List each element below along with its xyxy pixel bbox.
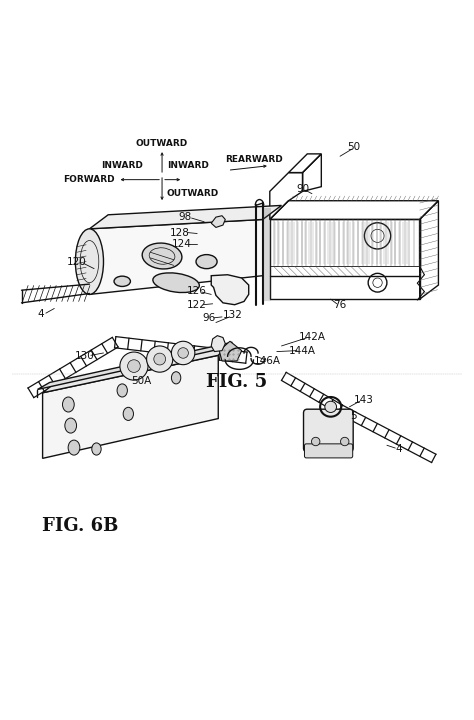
Circle shape (146, 346, 173, 372)
Polygon shape (43, 346, 227, 393)
Polygon shape (211, 216, 225, 228)
Circle shape (311, 437, 320, 446)
Ellipse shape (114, 276, 130, 287)
Text: 50A: 50A (131, 376, 151, 386)
Circle shape (120, 352, 148, 380)
Ellipse shape (75, 229, 103, 294)
Text: FIG. 5: FIG. 5 (206, 374, 268, 392)
Text: 122: 122 (187, 300, 207, 310)
Text: 98: 98 (179, 212, 192, 222)
Ellipse shape (92, 443, 101, 455)
Text: FIG. 6B: FIG. 6B (42, 517, 118, 535)
Circle shape (128, 360, 140, 372)
Ellipse shape (142, 243, 182, 269)
Text: 5: 5 (350, 411, 356, 421)
Text: 146A: 146A (254, 356, 281, 366)
Text: 4: 4 (38, 309, 45, 319)
Text: INWARD: INWARD (101, 161, 143, 170)
Circle shape (178, 348, 188, 359)
Ellipse shape (65, 418, 77, 433)
Text: 50: 50 (347, 142, 361, 152)
Text: FORWARD: FORWARD (64, 175, 115, 184)
Circle shape (340, 437, 349, 446)
Text: OUTWARD: OUTWARD (167, 189, 219, 198)
Circle shape (172, 341, 195, 365)
Text: 90: 90 (296, 184, 309, 194)
Polygon shape (43, 355, 218, 459)
Polygon shape (90, 220, 263, 294)
Text: 76: 76 (333, 300, 346, 310)
Polygon shape (219, 341, 242, 361)
Circle shape (154, 354, 165, 365)
Text: 132: 132 (222, 310, 242, 320)
Text: 124: 124 (172, 239, 191, 249)
Text: 128: 128 (170, 228, 190, 238)
Ellipse shape (325, 401, 337, 413)
Text: 126: 126 (187, 286, 207, 296)
Text: 96: 96 (202, 312, 216, 323)
FancyBboxPatch shape (303, 409, 353, 452)
Text: INWARD: INWARD (167, 161, 209, 170)
Ellipse shape (196, 255, 217, 269)
Ellipse shape (172, 372, 181, 384)
Text: 4: 4 (395, 444, 402, 454)
Text: 144A: 144A (289, 346, 316, 356)
Polygon shape (211, 275, 249, 305)
Text: 142A: 142A (299, 332, 326, 341)
Ellipse shape (153, 273, 200, 292)
Text: 143: 143 (354, 395, 374, 405)
Text: 120: 120 (67, 256, 87, 266)
Polygon shape (211, 336, 225, 351)
Text: 130: 130 (75, 351, 95, 361)
Text: REARWARD: REARWARD (225, 156, 283, 164)
Ellipse shape (68, 440, 80, 455)
Ellipse shape (117, 384, 128, 397)
Ellipse shape (63, 397, 74, 412)
Polygon shape (90, 205, 282, 229)
Ellipse shape (123, 408, 134, 420)
Polygon shape (37, 342, 232, 390)
Text: OUTWARD: OUTWARD (136, 139, 188, 148)
FancyBboxPatch shape (304, 444, 353, 458)
